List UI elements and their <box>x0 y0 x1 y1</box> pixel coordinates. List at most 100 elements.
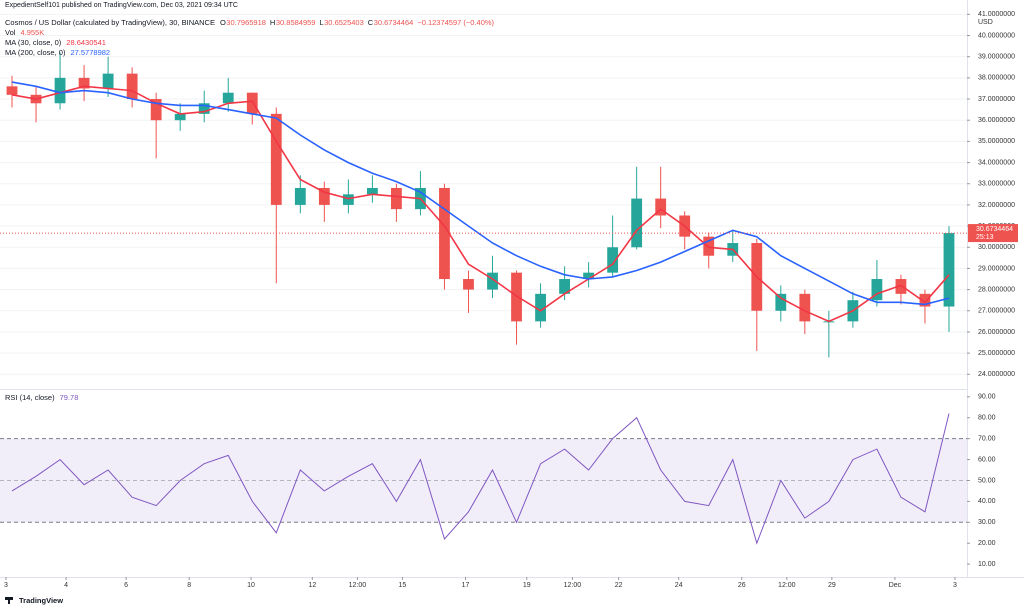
candle-body <box>799 293 811 322</box>
legend-value: 27.5778982 <box>70 48 110 57</box>
candle-body <box>943 233 955 307</box>
candle-body <box>126 73 138 100</box>
legend-value: 28.6430541 <box>66 38 106 47</box>
rsi-title: RSI (14, close) <box>5 393 55 402</box>
countdown: 25:13 <box>976 234 994 241</box>
ohlc-key: O <box>220 18 226 27</box>
candle-body <box>366 187 378 195</box>
publish-note: ExpedientSelf101 published on TradingVie… <box>5 2 238 9</box>
x-tick-label: Dec <box>889 582 902 589</box>
candle-body <box>270 113 282 205</box>
y-tick-label: 27.0000000 <box>978 308 1015 315</box>
y-tick-label: 25.0000000 <box>978 350 1015 357</box>
y-tick-label: 80.00 <box>978 415 996 422</box>
x-tick-label: 19 <box>523 582 531 589</box>
y-tick-label: 90.00 <box>978 394 996 401</box>
volume-key: Vol <box>5 28 16 37</box>
y-tick-label: 28.0000000 <box>978 286 1015 293</box>
rsi-value: 79.78 <box>60 393 79 402</box>
last-price-box <box>968 224 1018 243</box>
footer-logo <box>5 597 13 604</box>
candle-body <box>895 279 907 294</box>
candle-body <box>78 77 90 89</box>
x-tick-label: 26 <box>738 582 746 589</box>
y-tick-label: 26.0000000 <box>978 329 1015 336</box>
candle-body <box>655 198 667 216</box>
x-tick-label: 10 <box>247 582 255 589</box>
candle-body <box>463 279 474 290</box>
candle-body <box>318 187 330 205</box>
y-tick-label: 30.00 <box>978 519 996 526</box>
legend-name: MA (30, close, 0) <box>5 38 62 47</box>
y-tick-label: 24.0000000 <box>978 371 1015 378</box>
currency: USD <box>978 19 993 26</box>
ohlc-value: 30.6525403 <box>324 18 364 27</box>
x-tick-label: 22 <box>615 582 623 589</box>
y-tick-label: 30.0000000 <box>978 244 1015 251</box>
x-tick-label: 8 <box>187 582 191 589</box>
y-tick-label: 50.00 <box>978 477 996 484</box>
y-tick-label: 10.00 <box>978 561 996 568</box>
x-tick-label: 3 <box>953 582 957 589</box>
footer-brand: TradingView <box>19 596 63 605</box>
candle-body <box>150 99 162 121</box>
y-tick-label: 60.00 <box>978 456 996 463</box>
last-price-label: 30.6734464 <box>976 226 1013 233</box>
rsi-line <box>11 413 950 545</box>
ohlc-value: 30.7965918 <box>226 18 266 27</box>
ohlc-key: −0.12374597 (−0.40%) <box>417 18 494 27</box>
y-tick-label: 35.0000000 <box>978 138 1015 145</box>
candle-body <box>583 272 595 280</box>
candle-body <box>487 272 498 290</box>
x-tick-label: 15 <box>399 582 407 589</box>
x-tick-label: 3 <box>4 582 8 589</box>
candle-body <box>919 293 931 307</box>
candle-body <box>174 113 186 121</box>
candle-body <box>342 194 354 205</box>
ohlc-value: 30.8584959 <box>276 18 316 27</box>
y-tick-label: 38.0000000 <box>978 75 1015 82</box>
y-tick-label: 36.0000000 <box>978 117 1015 124</box>
candle-body <box>198 103 210 114</box>
y-tick-label: 40.0000000 <box>978 32 1015 39</box>
legend-name: MA (200, close, 0) <box>5 48 66 57</box>
y-tick-label: 33.0000000 <box>978 181 1015 188</box>
candle-body <box>535 293 546 322</box>
y-tick-label: 70.00 <box>978 435 996 442</box>
x-tick-label: 4 <box>64 582 68 589</box>
candle-body <box>222 92 234 104</box>
y-tick-label: 40.00 <box>978 498 996 505</box>
x-tick-label: 24 <box>675 582 683 589</box>
candle-body <box>775 293 787 311</box>
candle-body <box>631 198 643 248</box>
x-tick-label: 12 <box>308 582 316 589</box>
y-tick-label: 34.0000000 <box>978 159 1015 166</box>
symbol-title: Cosmos / US Dollar (calculated by Tradin… <box>5 18 215 27</box>
candle-body <box>871 279 883 301</box>
ohlc-value: 30.6734464 <box>374 18 414 27</box>
candle-body <box>246 92 258 114</box>
x-tick-label: 12:00 <box>564 582 582 589</box>
y-tick-label: 20.00 <box>978 540 996 547</box>
ma-line <box>11 85 950 323</box>
candle-body <box>54 77 66 104</box>
candle-body <box>391 187 402 210</box>
x-tick-label: 29 <box>828 582 836 589</box>
candle-body <box>6 86 18 95</box>
x-tick-label: 12:00 <box>778 582 796 589</box>
x-tick-label: 6 <box>124 582 128 589</box>
candle-body <box>607 247 619 273</box>
ohlc-key: C <box>368 18 374 27</box>
x-tick-label: 17 <box>462 582 470 589</box>
ohlc-key: L <box>319 18 323 27</box>
candle-body <box>511 272 522 322</box>
y-tick-label: 41.0000000 <box>978 11 1015 18</box>
candle-body <box>559 279 570 294</box>
candle-body <box>102 73 114 89</box>
volume-value: 4.955K <box>20 28 44 37</box>
y-tick-label: 39.0000000 <box>978 54 1015 61</box>
ma-line <box>11 81 950 306</box>
ohlc-key: H <box>270 18 275 27</box>
